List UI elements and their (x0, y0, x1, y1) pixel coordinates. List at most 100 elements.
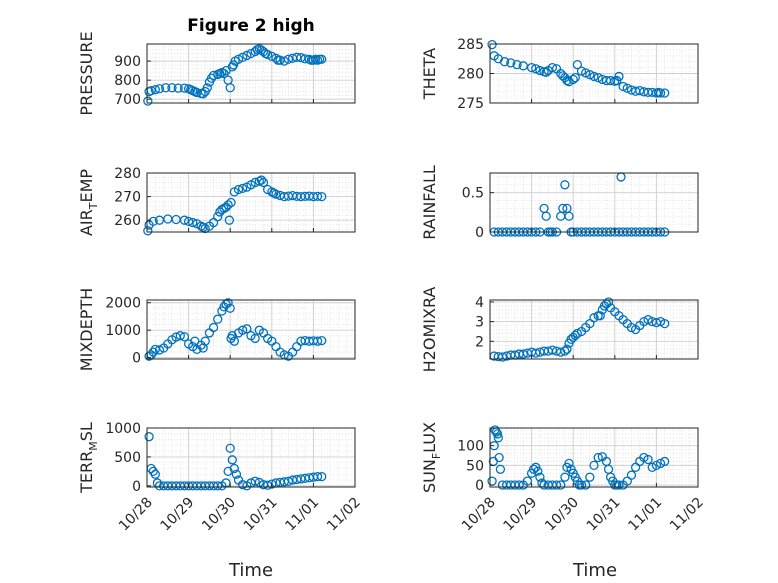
axes-frame (146, 299, 356, 360)
subplot-terrmsl: 0 500 1000 TERRMSL 10/28 10/29 10/30 10/31 11/01… (77, 421, 364, 534)
data-point (535, 472, 545, 482)
data-point (660, 88, 670, 98)
y-tick-label: 4 (475, 295, 484, 311)
data-point (238, 480, 248, 490)
data-point (150, 85, 160, 95)
data-point (250, 476, 260, 486)
data-point (202, 83, 212, 93)
x-tick-label: 10/29 (158, 495, 198, 535)
data-point (493, 433, 503, 443)
x-tick-label: 11/02 (324, 495, 364, 535)
data-point (497, 352, 508, 362)
data-point (655, 88, 666, 98)
data-point (605, 75, 616, 86)
data-point (626, 470, 637, 480)
data-point (154, 84, 165, 94)
data-point (227, 455, 237, 465)
axes-frame (489, 427, 699, 488)
y-tick-label: 2000 (105, 296, 141, 312)
data-point (223, 200, 233, 210)
x-tick-label: 10/28 (459, 495, 499, 535)
data-point (283, 476, 294, 486)
subplot-sunflux: 0 50 100 SUNFLUX 10/28 10/29 10/30 10/31 11/01 11… (420, 422, 707, 534)
data-point (576, 480, 587, 490)
data-point (224, 215, 235, 225)
data-point (250, 333, 260, 344)
data-point (518, 61, 528, 71)
data-point (238, 52, 248, 62)
data-point (506, 58, 516, 68)
x-tick-label: 10/31 (584, 495, 624, 535)
data-point (564, 458, 574, 469)
data-point (518, 349, 528, 359)
data-point (200, 336, 210, 346)
y-tick-label: 0 (475, 225, 484, 241)
data-point (581, 68, 591, 78)
figure-title: Figure 2 high (187, 16, 315, 36)
data-point (198, 222, 208, 232)
data-point (148, 466, 158, 477)
data-point (560, 180, 570, 190)
data-point (213, 481, 223, 491)
data-point (317, 54, 327, 64)
data-point (499, 57, 510, 67)
x-axis-label-right: Time (572, 560, 617, 581)
x-tick-label: 10/29 (501, 495, 541, 535)
data-point (643, 454, 653, 465)
axes-frame (146, 43, 356, 104)
data-point (262, 49, 273, 60)
data-point (198, 89, 208, 99)
data-point (541, 211, 551, 221)
y-tick-label: 900 (114, 54, 141, 70)
data-point (660, 318, 670, 329)
data-point (560, 472, 570, 482)
data-point (271, 189, 281, 199)
data-point (143, 226, 153, 236)
y-tick-label: 800 (114, 73, 141, 89)
data-point (154, 345, 165, 355)
y-axis-label: H2OMIXRA (420, 287, 439, 373)
data-point (227, 331, 237, 341)
data-point (221, 202, 231, 212)
data-point (179, 83, 190, 93)
data-point (547, 62, 558, 73)
data-point (238, 325, 248, 335)
x-tick-label: 10/30 (199, 495, 239, 535)
data-point (175, 331, 185, 341)
plot-background (147, 428, 355, 487)
subplot-pressure: 700 800 900 PRESSURE (77, 31, 356, 116)
x-tick-label: 11/01 (282, 495, 322, 535)
data-point (312, 336, 323, 346)
data-point (143, 96, 153, 106)
data-point (595, 311, 605, 321)
axes-frame (489, 299, 699, 360)
data-point (269, 188, 279, 198)
data-point (531, 348, 541, 358)
x-tick-label: 10/28 (116, 495, 156, 535)
data-point (541, 67, 551, 77)
data-point (167, 83, 177, 93)
data-point (312, 191, 323, 202)
x-axis-label-left: Time (228, 560, 273, 581)
data-point (190, 336, 200, 346)
data-point (256, 175, 267, 185)
data-point (572, 60, 583, 70)
data-point (179, 332, 190, 342)
data-point (225, 83, 235, 93)
y-tick-label: 270 (114, 190, 141, 206)
data-point (593, 452, 603, 463)
data-point (161, 83, 171, 93)
data-point (213, 314, 223, 324)
y-tick-label: 100 (457, 439, 484, 455)
data-point (317, 335, 327, 346)
data-point (317, 471, 327, 482)
data-point (568, 74, 578, 85)
data-point (495, 464, 506, 474)
subplot-rainfall: 0 0.5 RAINFALL (420, 165, 699, 241)
data-point (279, 477, 289, 487)
axes-frame (489, 172, 699, 233)
subplot-h2omixra: 2 3 4 H2OMIXRA (420, 287, 699, 373)
data-point (562, 344, 572, 354)
y-tick-label: 275 (457, 96, 484, 112)
